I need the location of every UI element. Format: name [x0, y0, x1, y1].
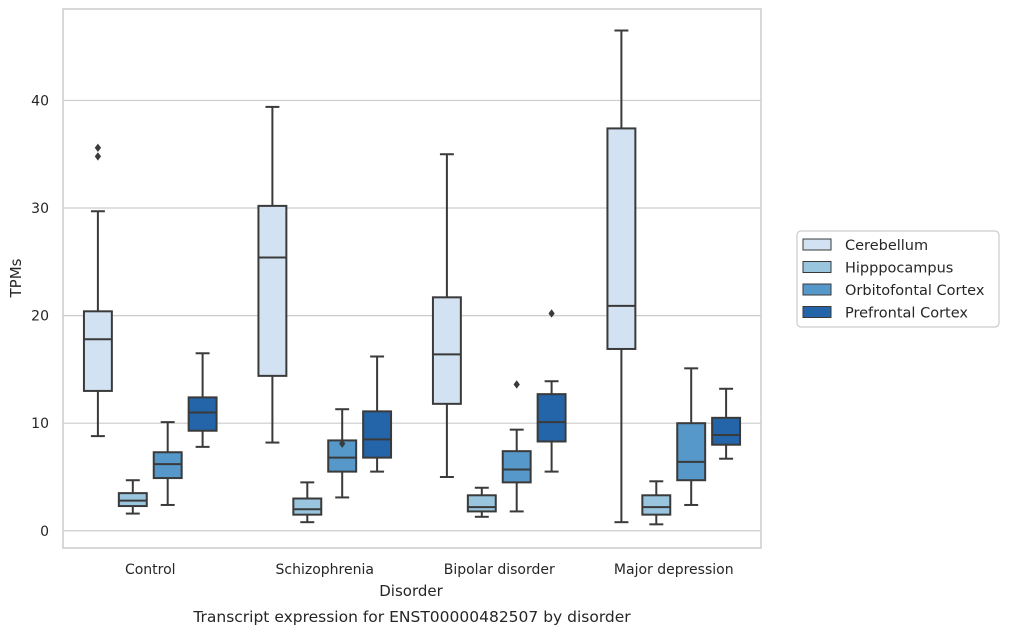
box	[466, 494, 497, 513]
y-tick-label: 10	[31, 416, 49, 432]
box-3-3	[711, 387, 742, 460]
legend-swatch	[802, 261, 832, 273]
legend-label: Cerebellum	[845, 238, 928, 254]
legend: Cerebellum Hipppocampus Orbitofontal Corte…	[796, 230, 1000, 328]
outlier-point	[548, 309, 555, 318]
outlier-point	[94, 152, 102, 161]
box-1-0	[257, 105, 288, 444]
box-2-0	[431, 153, 462, 478]
box-plots	[82, 29, 742, 526]
legend-swatch	[802, 238, 832, 251]
x-tick-label: Major depression	[614, 562, 734, 578]
box-1-2	[327, 408, 358, 499]
x-axis-title: Disorder	[379, 582, 443, 600]
outlier-point	[339, 439, 346, 448]
box-3-2	[676, 367, 707, 506]
grid-lines	[63, 99, 761, 532]
legend-label: Orbitofontal Cortex	[845, 283, 985, 299]
plot-frame	[62, 8, 762, 549]
box-0-0	[82, 143, 113, 438]
y-tick-label: 40	[31, 93, 49, 109]
box	[711, 416, 742, 446]
box	[641, 494, 672, 516]
box	[187, 396, 218, 432]
box	[362, 410, 393, 459]
y-tick-label: 20	[31, 309, 49, 325]
box-1-3	[362, 355, 393, 473]
box-0-1	[117, 479, 148, 515]
box-0-2	[152, 421, 183, 506]
chart-caption: Transcript expression for ENST0000048250…	[192, 608, 631, 626]
box-2-2	[501, 380, 532, 513]
legend-label: Prefrontal Cortex	[845, 306, 968, 322]
y-tick-label: 0	[40, 524, 49, 540]
box-1-1	[292, 481, 323, 524]
box-0-3	[187, 352, 218, 448]
y-tick-labels: 0 10 20 30 40	[31, 93, 49, 539]
x-tick-label: Bipolar disorder	[444, 562, 555, 578]
x-tick-label: Schizophrenia	[276, 562, 374, 578]
box	[82, 310, 113, 392]
outlier-point	[513, 380, 520, 389]
box	[117, 492, 148, 508]
box-2-1	[466, 486, 497, 518]
box-3-1	[641, 480, 672, 526]
box	[606, 127, 637, 350]
x-tick-label: Control	[125, 562, 176, 578]
box-3-0	[606, 29, 637, 524]
legend-label: Hipppocampus	[845, 261, 953, 277]
box	[257, 204, 288, 377]
box	[431, 296, 462, 405]
y-tick-label: 30	[31, 201, 49, 217]
outlier-point	[94, 143, 102, 152]
legend-swatch	[802, 283, 832, 296]
box-2-3	[536, 309, 567, 473]
legend-swatch	[802, 306, 832, 318]
legend-frame	[796, 230, 1000, 328]
box	[536, 393, 567, 443]
box	[676, 422, 707, 482]
box	[152, 451, 183, 480]
x-tick-labels: Control Schizophrenia Bipolar disorder Majo…	[125, 562, 734, 578]
box	[292, 497, 323, 516]
box	[501, 450, 532, 484]
y-axis-title: TPMs	[7, 258, 25, 298]
